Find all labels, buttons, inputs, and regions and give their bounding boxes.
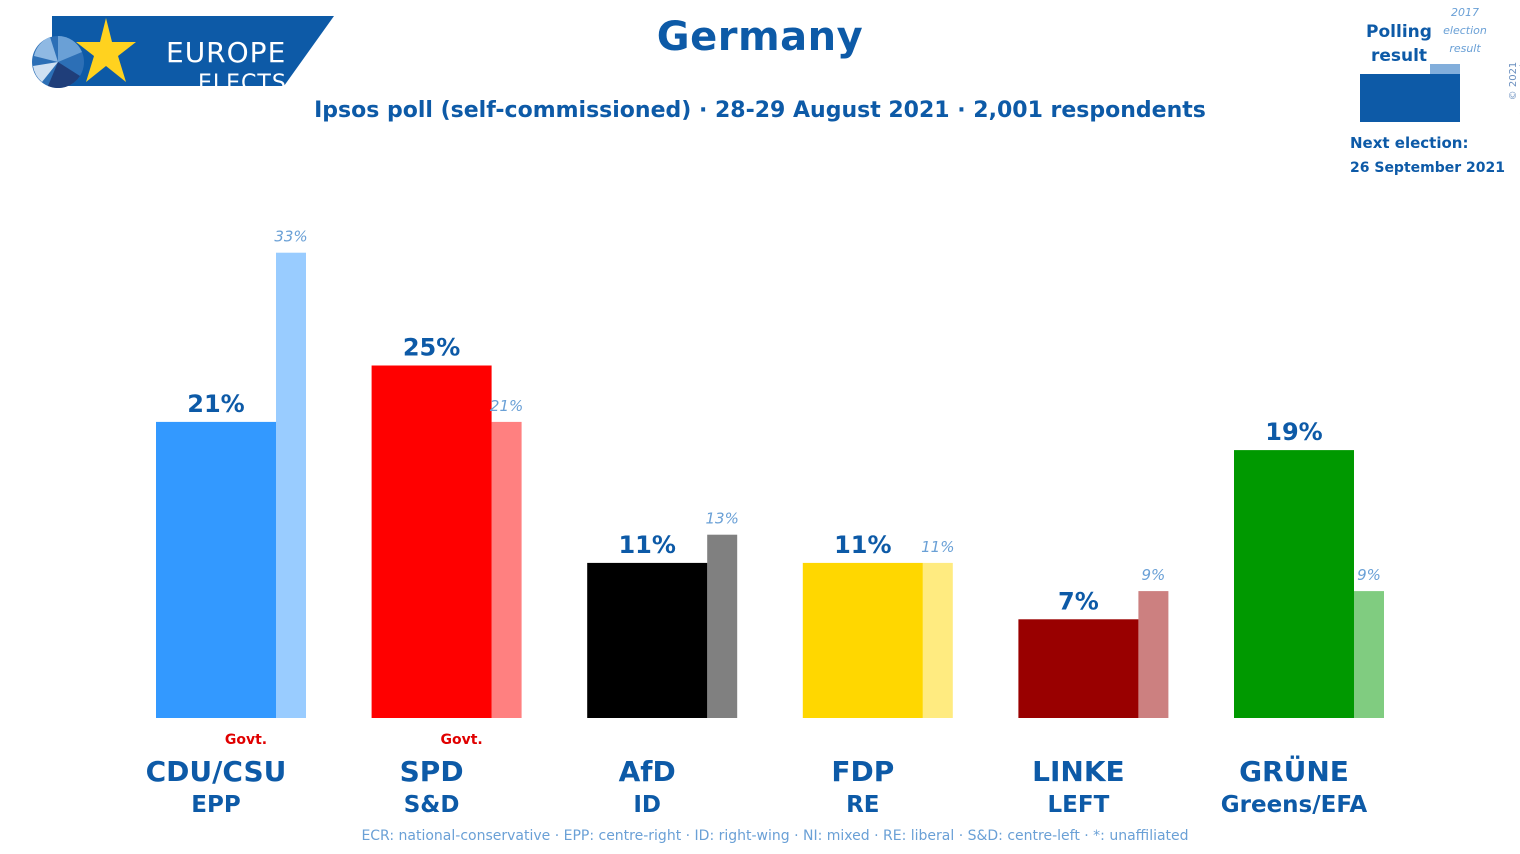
party-name-label: CDU/CSU xyxy=(146,755,287,788)
election-bar-fdp xyxy=(922,562,953,718)
election-bar-cdu-csu xyxy=(276,252,306,718)
poll-bar-linke xyxy=(1018,619,1139,718)
election-value-label: 9% xyxy=(1142,566,1166,584)
logo-graphic xyxy=(32,16,334,89)
poll-bar-afd xyxy=(587,562,708,718)
party-name-label: AfD xyxy=(619,755,676,788)
party-name-label: LINKE xyxy=(1032,755,1125,788)
election-value-label: 9% xyxy=(1357,566,1381,584)
election-value-label: 13% xyxy=(706,510,739,528)
logo-elects-text: ELECTS xyxy=(198,71,287,96)
poll-value-label: 11% xyxy=(834,531,891,559)
govt-marker: Govt. xyxy=(225,732,267,748)
election-value-label: 21% xyxy=(490,397,523,415)
election-bar-afd xyxy=(707,534,738,718)
poll-bar-spd xyxy=(371,365,492,718)
legend-swatches xyxy=(1360,64,1460,122)
poll-value-label: 21% xyxy=(187,390,244,418)
poll-value-label: 7% xyxy=(1058,587,1099,615)
europe-elects-logo: EUROPE ELECTS xyxy=(28,16,338,96)
poll-value-label: 19% xyxy=(1265,418,1322,446)
poll-bar-cdu-csu xyxy=(156,421,276,718)
party-group-label: EPP xyxy=(191,792,240,818)
party-group-label: LEFT xyxy=(1048,792,1110,818)
legend-election-label: 2017 election result xyxy=(1443,6,1487,55)
party-name-label: FDP xyxy=(831,755,894,788)
chart-title: Germany xyxy=(656,14,864,60)
next-election-label: Next election: xyxy=(1350,134,1469,152)
election-bar-spd xyxy=(491,421,522,718)
chart-subtitle: Ipsos poll (self-commissioned) · 28-29 A… xyxy=(314,98,1206,123)
legend-polling-label: Polling result xyxy=(1366,22,1432,66)
footer-note: ECR: national-conservative · EPP: centre… xyxy=(361,828,1189,844)
party-group-label: RE xyxy=(846,792,879,818)
party-group-label: Greens/EFA xyxy=(1221,792,1368,818)
party-group-label: S&D xyxy=(404,792,460,818)
election-bar-gr-ne xyxy=(1354,591,1384,718)
election-value-label: 33% xyxy=(274,228,307,246)
poll-bar-gr-ne xyxy=(1234,450,1354,718)
party-name-label: GRÜNE xyxy=(1239,754,1349,788)
party-name-label: SPD xyxy=(400,755,464,788)
poll-bar-fdp xyxy=(802,562,923,718)
poll-value-label: 11% xyxy=(618,531,675,559)
poll-value-label: 25% xyxy=(403,334,460,362)
govt-marker: Govt. xyxy=(440,732,482,748)
party-group-label: ID xyxy=(633,792,661,818)
logo-europe-text: EUROPE xyxy=(166,36,287,69)
election-value-label: 11% xyxy=(921,538,954,556)
legend-polling-swatch xyxy=(1360,74,1460,122)
election-bar-linke xyxy=(1138,591,1169,718)
next-election-date: 26 September 2021 xyxy=(1350,160,1505,176)
